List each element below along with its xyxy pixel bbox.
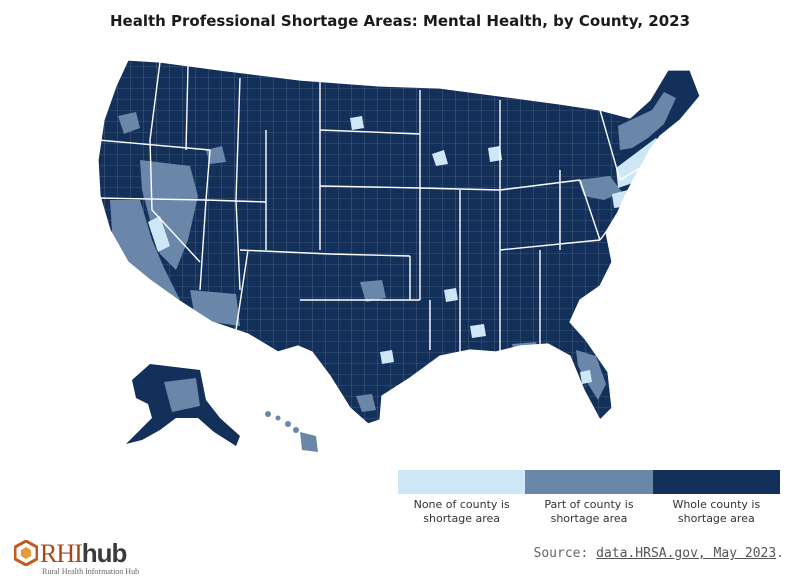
arizona-region	[190, 290, 240, 326]
new-york-region	[578, 176, 622, 200]
california-coast-region	[110, 200, 180, 310]
map-title: Health Professional Shortage Areas: Ment…	[109, 12, 691, 30]
nevada-region	[140, 160, 198, 270]
source-link[interactable]: data.HRSA.gov, May 2023	[596, 546, 777, 561]
us-county-map	[97, 59, 701, 452]
oklahoma-region	[360, 280, 386, 302]
alaska-part-region	[164, 378, 200, 412]
legend-swatch-none	[398, 470, 526, 494]
oklahoma-none-region	[444, 288, 458, 302]
texas-none-region	[380, 350, 394, 364]
source-note: Source: data.HRSA.gov, May 2023.	[534, 546, 784, 561]
source-suffix: .	[776, 546, 784, 561]
source-prefix: Source:	[533, 546, 597, 561]
florida-none-region	[580, 370, 592, 384]
legend-label-whole: Whole county is shortage area	[672, 498, 761, 525]
hawaii-map	[265, 411, 318, 452]
minnesota-none-region	[350, 116, 364, 130]
hexagon-logo-icon	[14, 540, 38, 566]
logo-subtitle: Rural Health Information Hub	[42, 567, 140, 576]
legend-label-part: Part of county is shortage area	[544, 498, 634, 525]
texas-region	[356, 394, 376, 412]
nevada-none-region	[148, 216, 170, 252]
idaho-region	[206, 146, 226, 164]
legend-swatch-part	[525, 470, 653, 494]
michigan-none-region	[432, 150, 448, 166]
state-borders	[98, 61, 641, 360]
rhihub-logo[interactable]: RHIhub Rural Health Information Hub	[14, 538, 184, 578]
legend-color-bar	[398, 470, 780, 494]
wisconsin-none-region	[488, 146, 502, 162]
logo-wordmark: RHIhub	[40, 538, 127, 568]
legend-label-none: None of county is shortage area	[413, 498, 510, 525]
new-england-region	[618, 92, 676, 150]
mississippi-none-region	[470, 324, 486, 338]
legend: None of county is shortage area Part of …	[398, 470, 780, 526]
washington-region	[118, 112, 140, 134]
florida-region	[576, 350, 606, 400]
legend-swatch-whole	[652, 470, 780, 494]
